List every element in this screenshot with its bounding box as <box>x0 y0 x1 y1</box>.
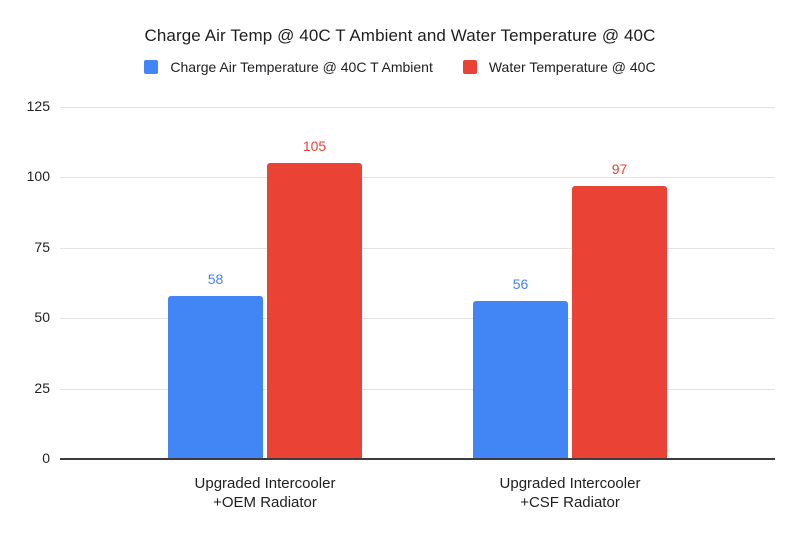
bar-value-label: 58 <box>207 270 224 287</box>
legend-label: Water Temperature @ 40C <box>488 59 656 75</box>
gridline <box>60 388 775 390</box>
legend: Charge Air Temperature @ 40C T Ambient Wa… <box>0 59 800 75</box>
gridline <box>60 318 775 320</box>
gridline <box>60 247 775 249</box>
legend-swatch-icon <box>144 60 159 74</box>
legend-swatch-icon <box>462 60 477 74</box>
bar-charge-air-group2[interactable] <box>473 301 568 459</box>
y-tick-label: 125 <box>26 98 50 114</box>
legend-label: Charge Air Temperature @ 40C T Ambient <box>170 59 433 75</box>
x-category-label: Upgraded Intercooler +CSF Radiator <box>499 475 641 511</box>
y-tick-label: 25 <box>34 379 50 396</box>
bar-water-temp-group1[interactable] <box>267 163 362 459</box>
y-tick-label: 0 <box>42 450 50 466</box>
bar-value-label: 105 <box>302 138 327 155</box>
gridline <box>60 107 775 108</box>
bar-value-label: 56 <box>512 276 529 293</box>
y-tick-label: 100 <box>26 168 50 185</box>
x-axis-baseline <box>60 458 775 460</box>
gridline <box>60 177 775 179</box>
y-tick-label: 75 <box>34 238 50 255</box>
bar-charge-air-group1[interactable] <box>168 295 263 459</box>
chart-title: Charge Air Temp @ 40C T Ambient and Wate… <box>144 26 656 45</box>
y-tick-label: 50 <box>34 309 50 326</box>
legend-item-charge-air[interactable]: Charge Air Temperature @ 40C T Ambient <box>144 59 433 75</box>
bar-water-temp-group2[interactable] <box>572 185 667 459</box>
bar-value-label: 97 <box>611 160 628 177</box>
legend-item-water-temp[interactable]: Water Temperature @ 40C <box>462 59 656 75</box>
x-category-label: Upgraded Intercooler +OEM Radiator <box>194 475 336 511</box>
plot-area: 58 56 105 97 <box>60 107 775 460</box>
